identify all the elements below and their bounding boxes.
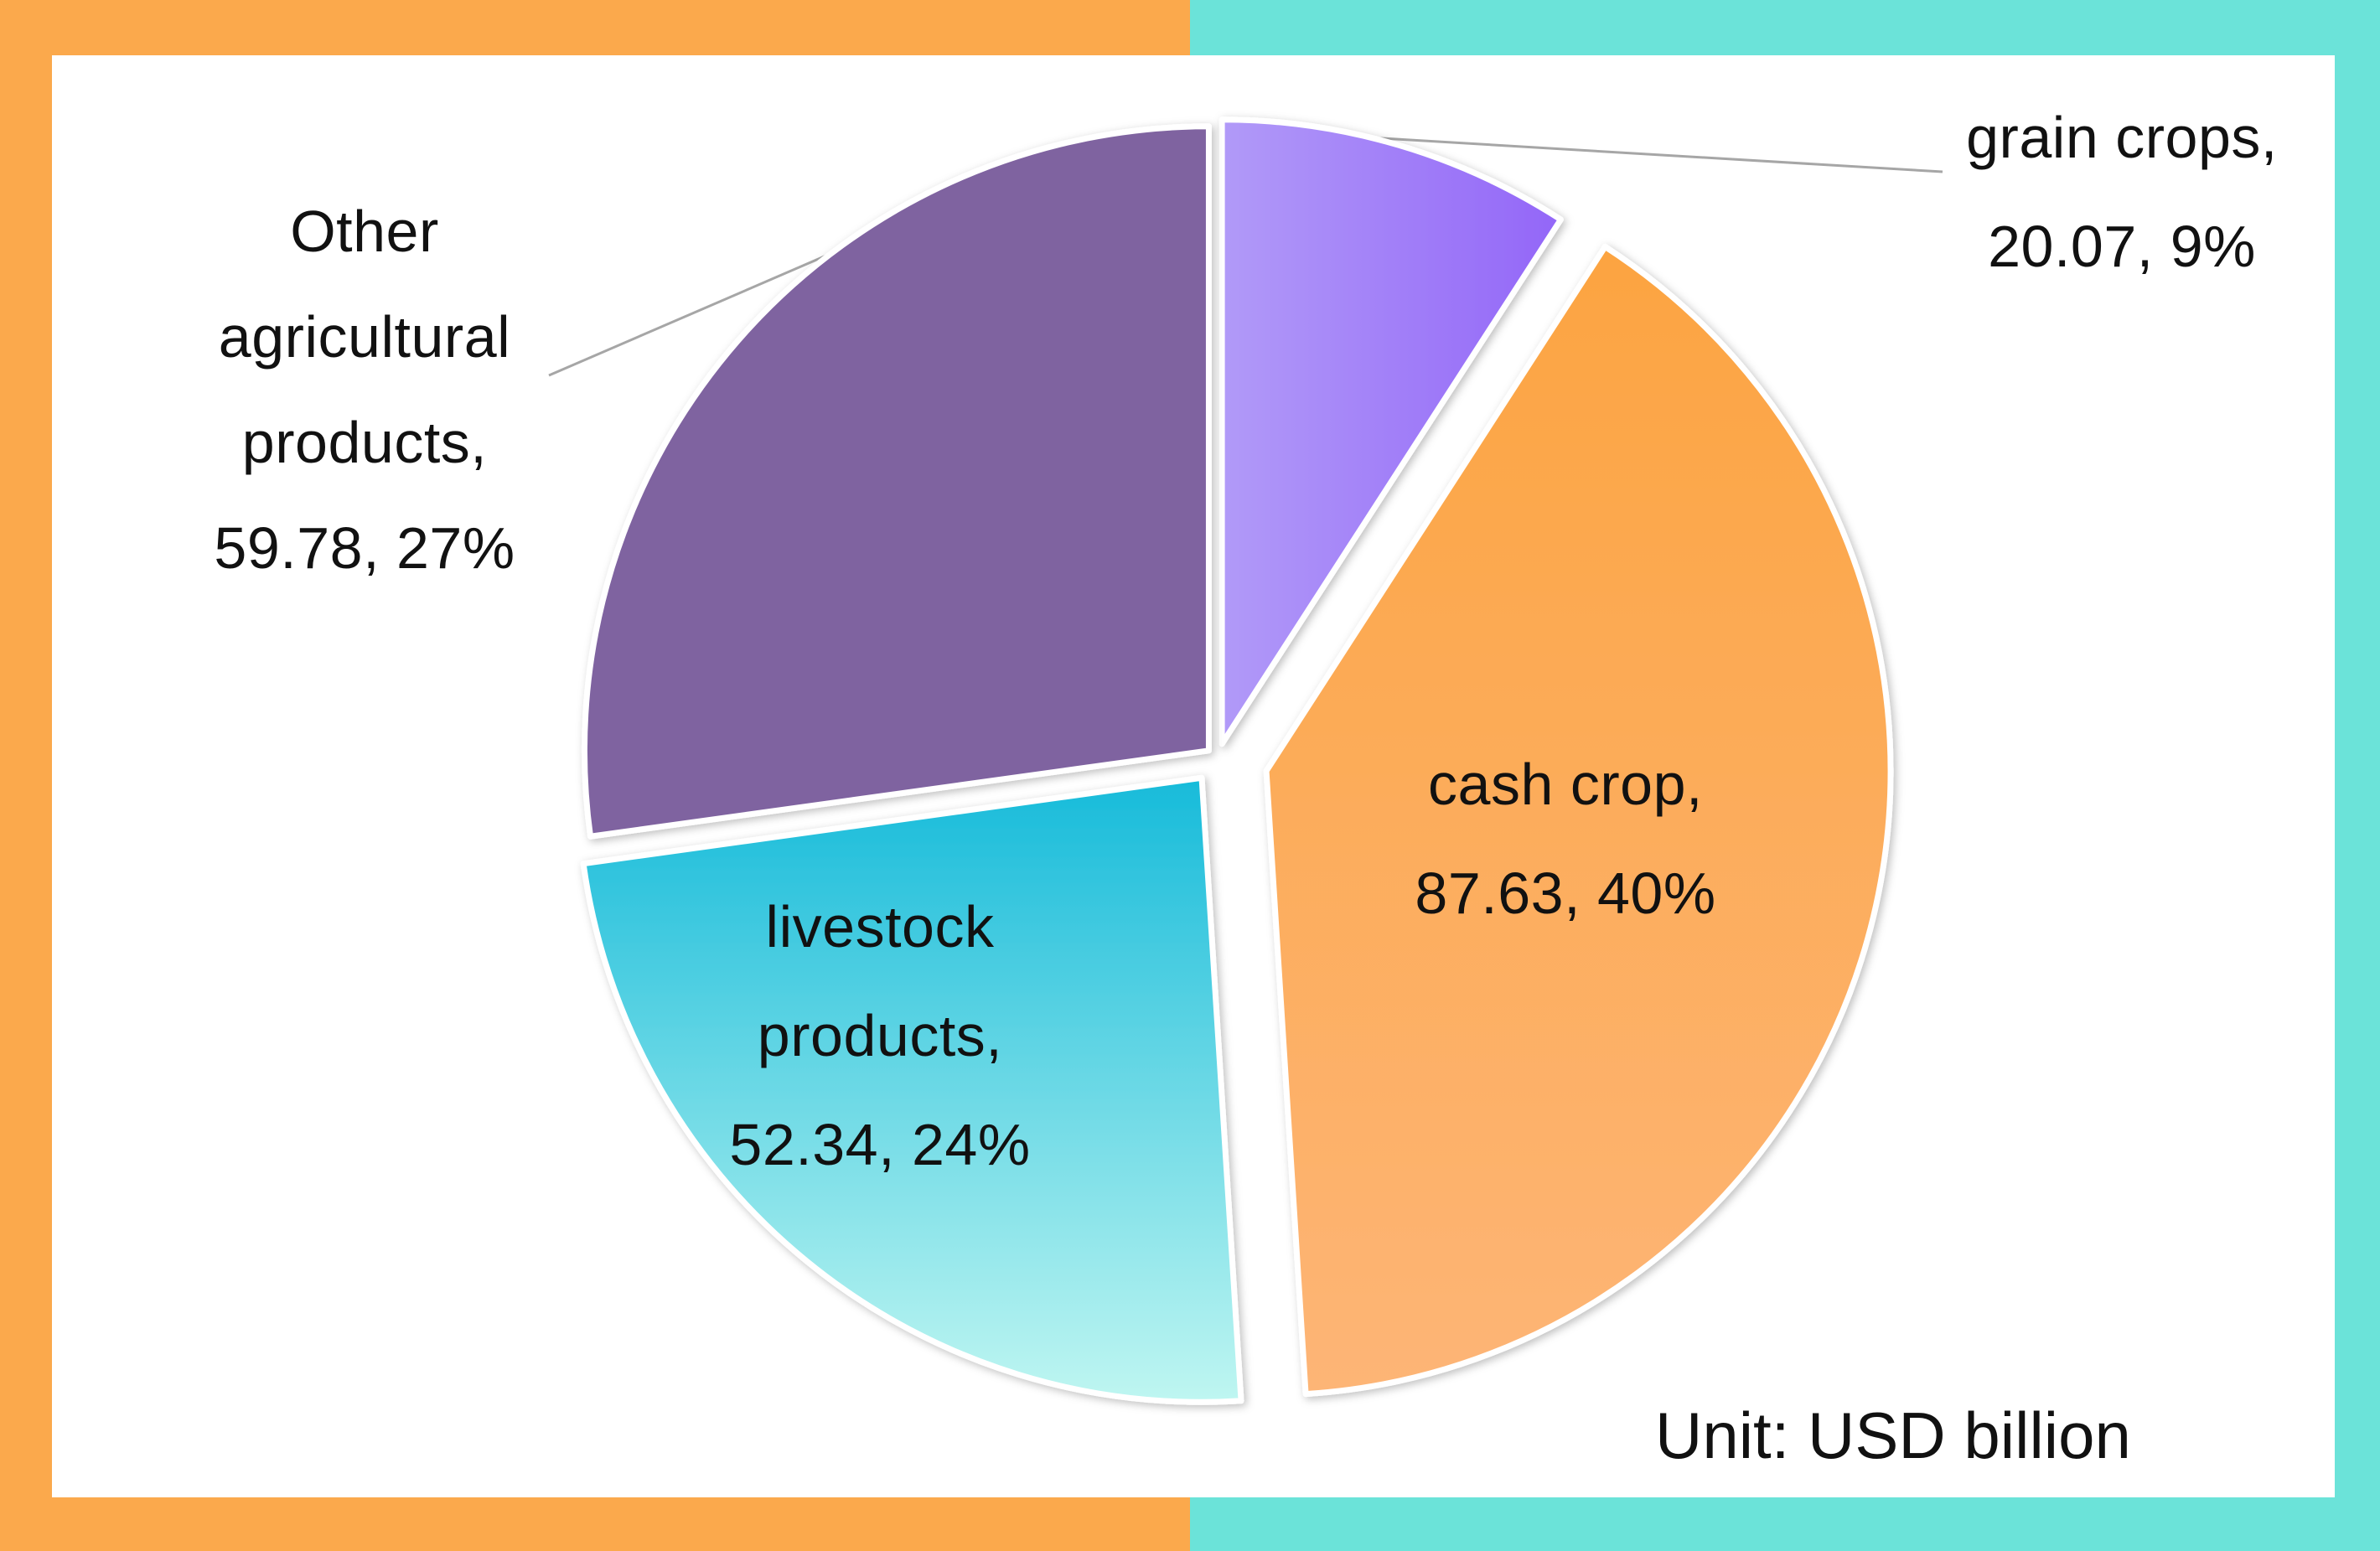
leader-lines	[548, 136, 1943, 377]
label-livestock-products-line: livestock	[766, 894, 995, 959]
label-cash-crop: cash crop, 87.63, 40%	[1415, 752, 1715, 926]
label-other-agricultural-products: Other agricultural products, 59.78, 27%	[214, 199, 515, 581]
label-other-agricultural-products-line: products,	[242, 410, 487, 475]
label-livestock-products: livestock products, 52.34, 24%	[729, 894, 1030, 1177]
leader-line	[1370, 136, 1943, 173]
pie-slices	[580, 116, 1894, 1405]
slice-livestock-products	[580, 774, 1244, 1405]
label-grain-crops-line: 20.07, 9%	[1988, 214, 2256, 279]
leader-line	[548, 252, 832, 377]
slice-other-agricultural-products	[582, 123, 1212, 840]
label-livestock-products-line: products,	[758, 1003, 1002, 1068]
unit-label: Unit: USD billion	[1655, 1398, 2131, 1472]
label-cash-crop-line: 87.63, 40%	[1415, 861, 1715, 926]
slice-cash-crop	[1263, 243, 1894, 1398]
label-cash-crop-line: cash crop,	[1428, 752, 1703, 817]
label-grain-crops: grain crops, 20.07, 9%	[1966, 105, 2278, 279]
label-other-agricultural-products-line: Other	[290, 199, 439, 264]
slice-labels: grain crops, 20.07, 9% cash crop, 87.63, 40…	[214, 105, 2277, 1177]
label-livestock-products-line: 52.34, 24%	[729, 1112, 1030, 1177]
label-grain-crops-line: grain crops,	[1966, 105, 2278, 170]
label-other-agricultural-products-line: 59.78, 27%	[214, 515, 515, 581]
label-other-agricultural-products-line: agricultural	[219, 304, 510, 370]
slice-grain-crops	[1218, 116, 1564, 747]
